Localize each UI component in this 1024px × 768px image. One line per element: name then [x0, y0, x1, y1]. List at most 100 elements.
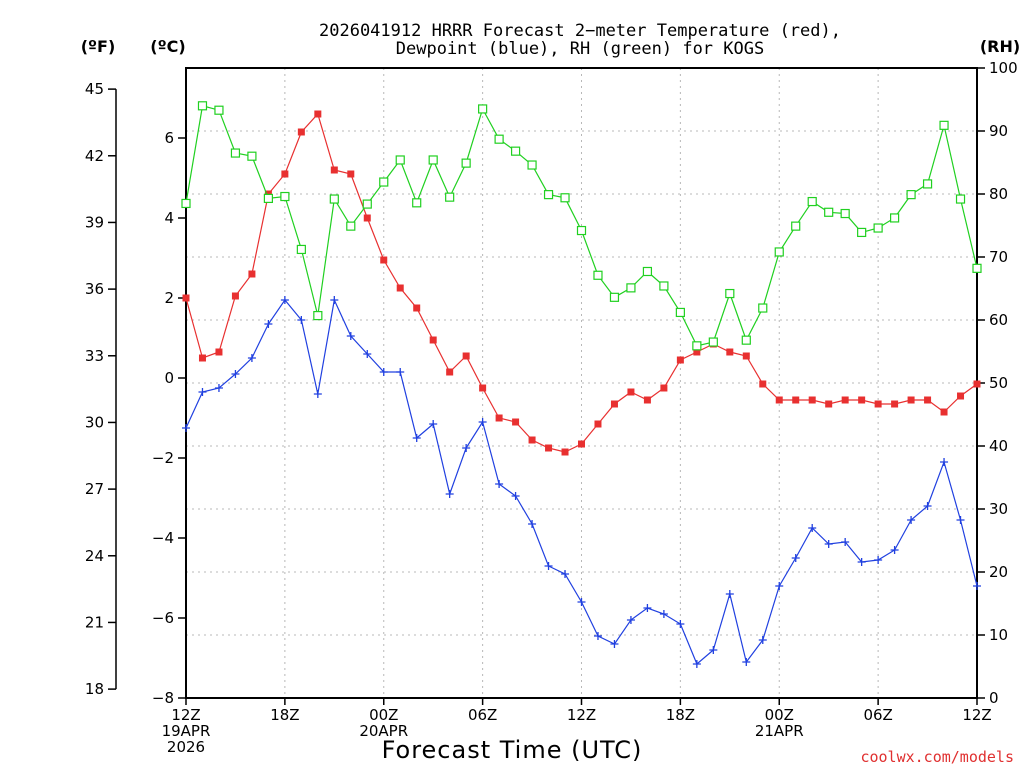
rh-tick-label: 90: [989, 122, 1008, 140]
dewpoint-point: [626, 616, 635, 624]
dewpoint-point: [841, 538, 850, 546]
temperature-point: [314, 110, 322, 118]
x-tick-label: 06Z: [863, 706, 892, 724]
temperature-point: [462, 352, 470, 360]
data-series: [181, 101, 982, 668]
rh-point: [626, 283, 636, 293]
dewpoint-point: [890, 546, 899, 554]
rh-tick-label: 20: [989, 563, 1008, 581]
fahrenheit-tick-label: 39: [85, 213, 104, 231]
celsius-tick-label: 0: [164, 369, 174, 387]
celsius-tick-label: 6: [164, 129, 174, 147]
dewpoint-point: [297, 316, 306, 324]
temperature-point: [528, 436, 536, 444]
dewpoint-point: [692, 660, 701, 668]
rh-point: [296, 244, 306, 255]
rh-point: [379, 177, 389, 187]
temperature-point: [825, 400, 833, 408]
dewpoint-point: [610, 640, 619, 648]
x-tick-label: 20APR: [359, 722, 408, 740]
site-credit: coolwx.com/models: [860, 748, 1014, 766]
dewpoint-point: [725, 590, 734, 598]
dewpoint-point: [511, 492, 520, 500]
dewpoint-point: [874, 556, 883, 564]
temperature-point: [726, 348, 734, 356]
dewpoint-point: [445, 490, 454, 498]
rh-point: [329, 194, 339, 204]
fahrenheit-tick-label: 33: [85, 347, 104, 365]
chart-title-line-1: 2026041912 HRRR Forecast 2−meter Tempera…: [319, 21, 841, 41]
x-tick-label: 12Z: [962, 706, 991, 724]
dewpoint-point: [577, 598, 586, 606]
temperature-point: [858, 396, 866, 404]
temperature-point: [561, 448, 569, 456]
rh-tick-label: 0: [989, 689, 999, 707]
dewpoint-point: [412, 434, 421, 442]
rh-point: [412, 198, 422, 208]
dewpoint-point: [198, 388, 207, 396]
rh-tick-label: 60: [989, 311, 1008, 329]
rh-point: [906, 190, 916, 200]
x-tick-label: 12Z: [567, 706, 596, 724]
rh-tick-label: 80: [989, 185, 1008, 203]
temperature-point: [479, 384, 487, 392]
rh-point: [280, 191, 290, 202]
dewpoint-point: [214, 384, 223, 392]
fahrenheit-tick-label: 24: [85, 547, 104, 565]
rh-point: [461, 158, 471, 168]
rh-point: [791, 221, 801, 231]
rh-point: [955, 194, 966, 204]
dewpoint-point: [956, 516, 965, 524]
fahrenheit-tick-label: 30: [85, 413, 104, 431]
dewpoint-point: [495, 480, 504, 488]
temperature-point: [957, 392, 965, 400]
fahrenheit-tick-label: 27: [85, 480, 104, 498]
rh-point: [609, 292, 620, 302]
dewpoint-point: [775, 582, 784, 590]
temperature-point: [759, 380, 767, 388]
dewpoint-point: [264, 320, 273, 328]
temperature-point: [248, 270, 256, 278]
x-tick-label: 00Z: [369, 706, 398, 724]
rh-tick-label: 70: [989, 248, 1008, 266]
series-rh: [181, 101, 982, 351]
rh-point: [675, 307, 685, 318]
fahrenheit-tick-label: 21: [85, 613, 104, 631]
dewpoint-point: [561, 570, 570, 578]
dewpoint-point: [346, 332, 355, 340]
x-tick-label: 21APR: [755, 722, 804, 740]
rh-tick-label: 40: [989, 437, 1008, 455]
rh-point: [758, 303, 768, 313]
dewpoint-point: [182, 424, 190, 432]
rh-point: [510, 146, 521, 156]
temperature-point: [347, 170, 355, 178]
rh-point: [214, 105, 224, 115]
rh-tick-label: 10: [989, 626, 1008, 644]
temperature-point: [495, 414, 503, 422]
rh-point: [197, 101, 208, 111]
x-tick-label: 18Z: [270, 706, 299, 724]
temperature-point: [742, 352, 750, 360]
rh-point: [543, 190, 554, 200]
temperature-point: [545, 444, 553, 452]
temperature-point: [693, 348, 701, 356]
temperature-point: [924, 396, 932, 404]
x-tick-label: 19APR: [162, 722, 211, 740]
temperature-point: [330, 166, 338, 174]
rh-point: [659, 281, 669, 291]
temperature-point: [973, 380, 981, 388]
rh-point: [807, 196, 817, 207]
celsius-tick-label: 4: [164, 209, 174, 227]
dewpoint-point: [824, 540, 833, 548]
rh-point: [576, 225, 587, 236]
temperature-point: [429, 336, 437, 344]
rh-point: [741, 335, 751, 345]
dewpoint-point: [544, 562, 553, 570]
dewpoint-point: [659, 610, 668, 618]
temperature-point: [413, 304, 421, 312]
rh-point: [824, 207, 834, 217]
temperature-point: [297, 128, 305, 136]
x-tick-label: 00Z: [765, 706, 794, 724]
temperature-point: [446, 368, 454, 376]
temperature-point: [396, 284, 404, 292]
